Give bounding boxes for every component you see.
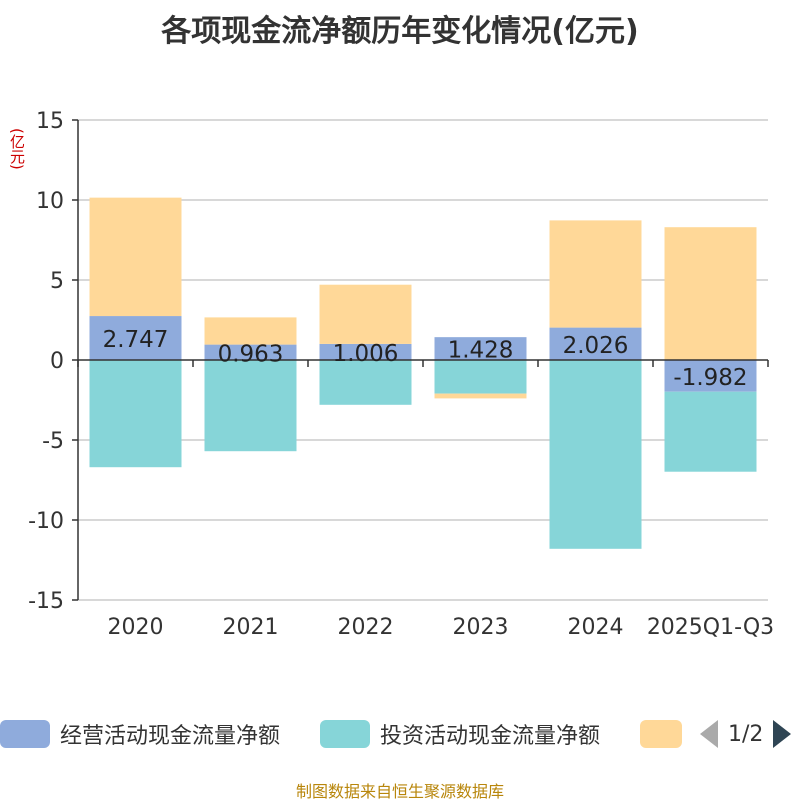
bar-operating <box>89 316 182 360</box>
bar-investing <box>89 360 182 468</box>
y-tick-label: 10 <box>36 189 64 214</box>
bar-financing <box>664 227 757 360</box>
y-tick-label: -10 <box>28 509 64 534</box>
data-label: 2.747 <box>103 327 169 353</box>
y-tick-label: 5 <box>50 269 64 294</box>
legend-page-indicator: 1/2 <box>728 721 764 747</box>
bar-investing <box>549 360 642 549</box>
axes: 15 10 5 0 -5 -10 -15 2020 2021 2022 2023 2024 2025Q1… <box>28 109 774 640</box>
legend-pager: 1/2 <box>700 712 792 756</box>
data-label: 0.963 <box>218 341 284 367</box>
bar-financing <box>89 197 182 317</box>
y-tick-label: 0 <box>50 349 64 374</box>
bar-operating <box>549 327 642 360</box>
bar-operating <box>319 343 412 360</box>
bar-operating <box>204 344 297 360</box>
data-label: 2.026 <box>563 333 629 359</box>
y-tick-label: 15 <box>36 109 64 134</box>
y-tick-label: -15 <box>28 589 64 614</box>
data-source-note: 制图数据来自恒生聚源数据库 <box>295 782 504 801</box>
x-tick-label: 2021 <box>223 615 279 640</box>
x-tick-label: 2024 <box>568 615 624 640</box>
bar-operating <box>664 360 757 392</box>
bars <box>89 197 757 549</box>
legend-item-financing[interactable] <box>640 712 682 756</box>
bar-investing <box>204 360 297 452</box>
legend-label-investing: 投资活动现金流量净额 <box>380 724 601 749</box>
chart-title: 各项现金流净额历年变化情况(亿元) <box>161 14 639 49</box>
bar-investing <box>664 391 757 472</box>
bar-operating <box>434 337 527 360</box>
legend-swatch-financing <box>640 720 682 748</box>
legend-item-investing[interactable]: 投资活动现金流量净额 <box>320 712 600 756</box>
data-label: 1.006 <box>333 341 399 367</box>
legend-swatch-investing <box>320 720 370 748</box>
legend-item-operating[interactable]: 经营活动现金流量净额 <box>0 712 280 756</box>
grid-lines <box>78 119 768 601</box>
data-label: 1.428 <box>448 338 514 364</box>
bar-investing <box>319 360 412 405</box>
bar-financing <box>204 317 297 345</box>
next-page-icon[interactable] <box>773 720 792 748</box>
data-label: -1.982 <box>673 365 747 391</box>
legend-swatch-operating <box>0 720 50 748</box>
y-axis-unit: (亿元) <box>8 128 26 170</box>
bar-financing <box>319 284 412 344</box>
y-tick-label: -5 <box>42 429 64 454</box>
x-tick-label: 2025Q1-Q3 <box>647 615 774 640</box>
bar-investing <box>434 360 527 394</box>
bar-chart: 15 10 5 0 -5 -10 -15 2020 2021 2022 2023 2024 2025Q1… <box>28 109 774 640</box>
bar-financing <box>549 220 642 328</box>
x-tick-label: 2020 <box>108 615 164 640</box>
x-tick-label: 2022 <box>338 615 394 640</box>
bar-financing <box>434 393 527 399</box>
prev-page-icon[interactable] <box>700 720 718 748</box>
legend-label-operating: 经营活动现金流量净额 <box>60 724 281 749</box>
x-tick-label: 2023 <box>453 615 509 640</box>
data-labels: 2.747 0.963 1.006 1.428 2.026 -1.982 <box>103 327 748 391</box>
legend: 经营活动现金流量净额 投资活动现金流量净额 1/2 <box>0 712 800 756</box>
